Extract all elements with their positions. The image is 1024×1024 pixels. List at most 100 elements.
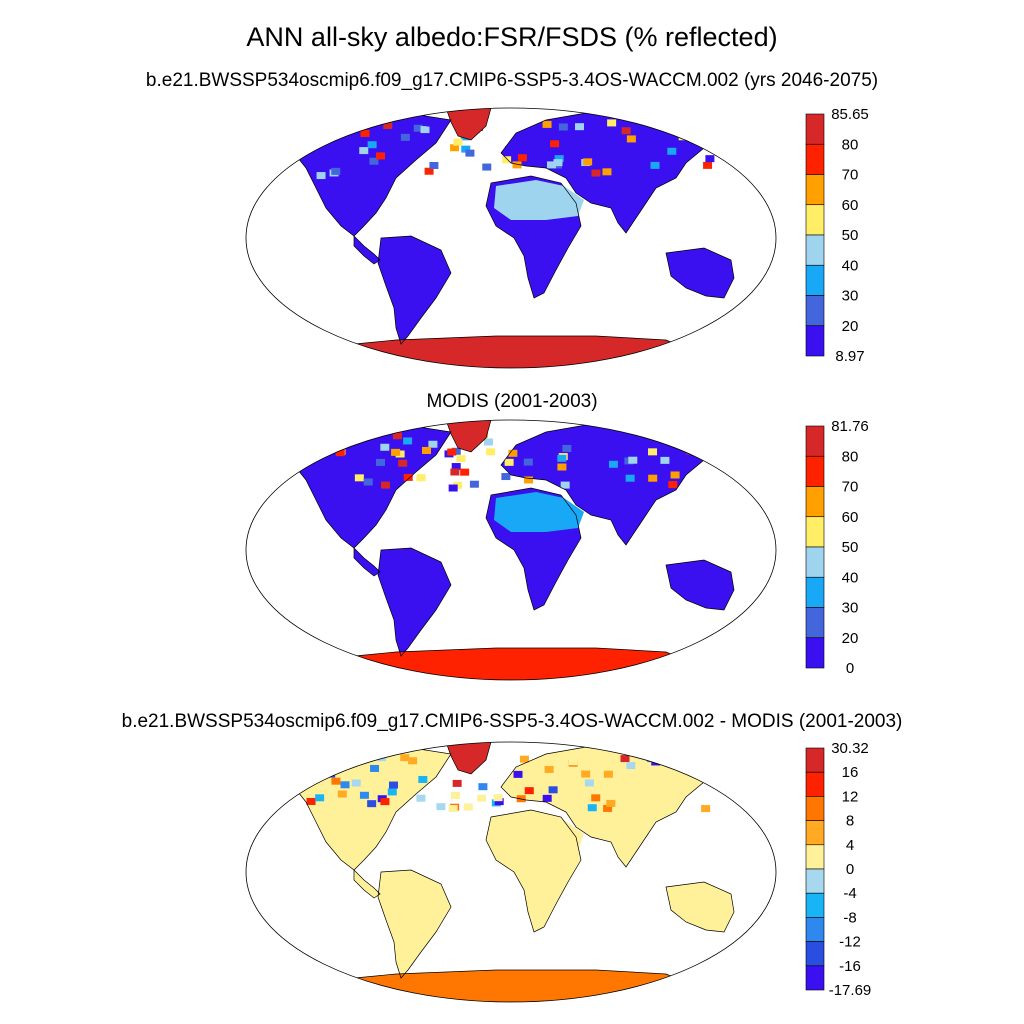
grid-cell: [453, 138, 463, 146]
grid-cell: [367, 800, 377, 808]
grid-cell: [447, 448, 457, 456]
grid-cell: [380, 798, 390, 806]
grid-cell: [370, 764, 380, 772]
coastline-antarctica: [333, 969, 687, 1002]
grid-cell: [334, 127, 344, 135]
grid-cell: [524, 476, 534, 484]
grid-cell: [337, 790, 347, 798]
grid-cell: [575, 123, 585, 131]
grid-cell: [403, 473, 413, 481]
grid-cell: [380, 481, 390, 489]
landmass: [293, 420, 735, 680]
coastline-northAmerica: [293, 424, 452, 549]
sahara-region: [494, 814, 584, 854]
colorbar-label: 0: [846, 660, 854, 677]
grid-cell: [360, 129, 370, 137]
grid-cell: [469, 480, 479, 488]
grid-cell: [501, 473, 511, 481]
grid-cell: [367, 141, 377, 149]
colorbar-label: 70: [842, 479, 859, 496]
colorbar-box: [805, 204, 825, 236]
colorbar-label: 20: [842, 318, 859, 335]
grid-cell: [591, 794, 601, 802]
grid-cell: [512, 161, 522, 169]
grid-cell: [338, 154, 348, 162]
land-southAmerica: [378, 236, 451, 344]
grid-cell: [508, 449, 518, 457]
grid-cell: [562, 444, 572, 452]
grid-cell: [557, 463, 567, 471]
colorbar-label: -8: [843, 909, 856, 926]
colorbar-box: [805, 425, 825, 457]
coastline-africa: [485, 809, 582, 933]
grid-cell: [668, 138, 678, 146]
grid-cell: [453, 481, 463, 489]
map-border: [245, 107, 777, 369]
colorbar-label: 40: [842, 569, 859, 586]
grid-cell: [354, 121, 364, 129]
figure-title: ANN all-sky albedo:FSR/FSDS (% reflected…: [246, 22, 778, 52]
grid-cell: [387, 788, 397, 796]
grid-cell: [418, 775, 428, 783]
grid-cell: [502, 156, 512, 164]
sahara-region: [494, 492, 584, 532]
colorbar-box: [805, 576, 825, 608]
grid-cell: [389, 474, 399, 482]
colorbar-box: [805, 516, 825, 548]
grid-cell: [376, 458, 386, 466]
grid-cell: [519, 755, 529, 763]
grid-cell: [408, 757, 418, 765]
grid-cell: [542, 794, 552, 802]
map-panel-1: [245, 107, 777, 369]
land-centralAmerica: [354, 236, 380, 264]
coastline-centralAmerica: [353, 547, 381, 577]
coastline-greenland: [445, 420, 492, 453]
grid-cell: [554, 155, 564, 163]
grid-cell: [602, 168, 612, 176]
grid-cell: [542, 120, 552, 128]
colorbar-label: 85.65: [831, 106, 869, 123]
grid-cell: [478, 783, 488, 791]
grid-cell: [389, 781, 399, 789]
colorbar-label: 4: [846, 837, 854, 854]
colorbar-box: [805, 325, 825, 357]
grid-cell: [550, 140, 560, 148]
grid-cell: [429, 161, 439, 169]
grid-cell: [553, 159, 563, 167]
grid-cell: [548, 786, 558, 794]
grid-cell: [380, 443, 390, 451]
coastline-antarctica: [333, 335, 687, 368]
colorbar-box: [805, 820, 825, 846]
grid-cell: [581, 770, 591, 778]
colorbar-box: [805, 143, 825, 175]
map-border: [245, 419, 777, 681]
grid-cell: [660, 456, 670, 464]
grid-cell: [504, 458, 514, 466]
land-southAmerica: [378, 548, 451, 656]
colorbar-box: [805, 965, 825, 991]
colorbar-box: [805, 546, 825, 578]
grid-cell: [465, 149, 475, 157]
colorbar-label: 81.76: [831, 418, 869, 435]
grid-cell: [544, 765, 554, 773]
colorbar-label: 0: [846, 861, 854, 878]
grid-cell: [583, 158, 593, 166]
grid-cell: [695, 433, 705, 441]
colorbar-label: 30.32: [831, 740, 869, 757]
coastline-australia: [665, 559, 735, 611]
map-border: [245, 741, 777, 1003]
grid-cell: [477, 794, 487, 802]
colorbar-box: [805, 917, 825, 942]
grid-cell: [584, 779, 594, 787]
colorbar-label: -17.69: [829, 982, 872, 999]
grid-cell: [313, 767, 323, 775]
grid-cell: [484, 438, 494, 446]
colorbar-label: 50: [842, 227, 859, 244]
grid-cell: [428, 440, 438, 448]
sahara-region: [494, 180, 584, 220]
grid-cell: [558, 123, 568, 131]
grid-cell: [603, 770, 613, 778]
colorbar-2: 81.76 80 70 60 50 40 30 20 0: [805, 418, 869, 677]
grid-cell: [451, 792, 461, 800]
grid-cell: [451, 463, 461, 471]
